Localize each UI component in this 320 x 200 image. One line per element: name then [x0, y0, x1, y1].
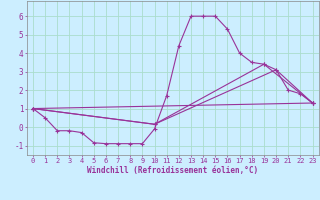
X-axis label: Windchill (Refroidissement éolien,°C): Windchill (Refroidissement éolien,°C): [87, 166, 258, 175]
